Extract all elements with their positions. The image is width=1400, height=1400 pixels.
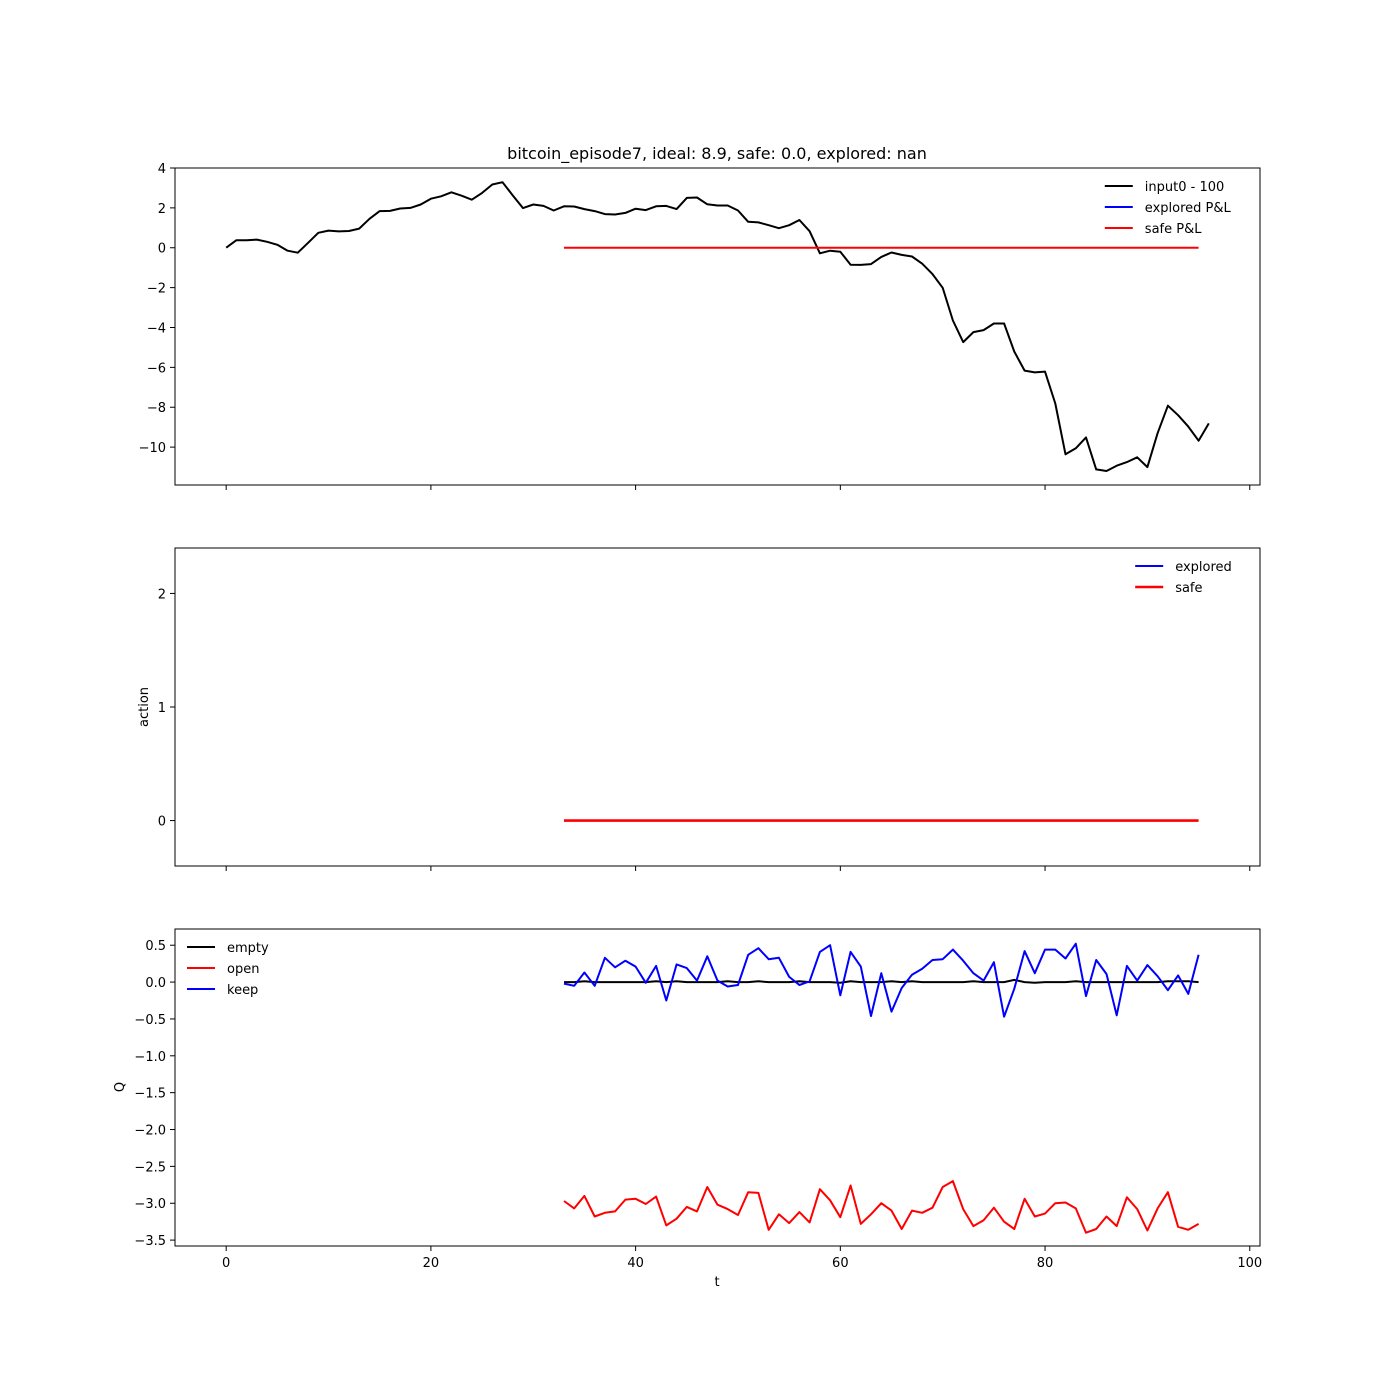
legend-label: explored P&L	[1145, 201, 1232, 216]
y-tick-label: 2	[158, 587, 166, 602]
y-tick-label: −2.0	[134, 1124, 166, 1139]
y-tick-label: 0	[158, 815, 166, 830]
y-tick-label: 0.5	[145, 939, 166, 954]
y-tick-label: −0.5	[134, 1013, 166, 1028]
y-tick-label: −3.0	[134, 1197, 166, 1212]
y-tick-label: −1.0	[134, 1050, 166, 1065]
y-tick-label: −6	[147, 361, 166, 376]
legend-label: input0 - 100	[1145, 180, 1224, 195]
series-line-input0-100	[225, 181, 1210, 472]
series-line-keep	[563, 942, 1200, 1018]
legend-label: safe P&L	[1145, 222, 1202, 237]
x-tick-label: 40	[627, 1256, 644, 1271]
top-panel-price: 4 2 0 −2 −4 −6 −8 −10 input0 - 100 explored P&L sa…	[139, 162, 1261, 490]
x-tick-label: 20	[423, 1256, 440, 1271]
y-tick-label: −2.5	[134, 1160, 166, 1175]
axes-frame	[174, 167, 1261, 486]
y-tick-label: 0	[158, 242, 166, 257]
y-tick-label: −8	[147, 401, 166, 416]
y-tick-label: −2	[147, 282, 166, 297]
y-tick-label: 0.0	[145, 976, 166, 991]
y-tick-label: 4	[158, 162, 166, 177]
y-tick-label: −1.5	[134, 1087, 166, 1102]
y-tick-label: −4	[147, 321, 166, 336]
x-tick-label: 80	[1037, 1256, 1054, 1271]
bottom-panel-q-values: 0.5 0.0 −0.5 −1.0 −1.5 −2.0 −2.5 −3.0 −3.5 0 20 40 6…	[134, 928, 1262, 1271]
y-tick-label: −10	[139, 441, 166, 456]
y-tick-label: −3.5	[134, 1234, 166, 1249]
legend-label: keep	[227, 983, 258, 998]
action-axis-label: action	[137, 687, 152, 727]
legend-label: open	[227, 962, 259, 977]
series-line-open	[563, 1180, 1200, 1234]
axes-frame	[174, 928, 1261, 1247]
series-line-empty	[564, 978, 1199, 984]
x-tick-label: 60	[832, 1256, 849, 1271]
legend-label: safe	[1175, 581, 1202, 596]
x-axis-label: t	[714, 1275, 719, 1290]
chart-title: bitcoin_episode7, ideal: 8.9, safe: 0.0,…	[507, 144, 927, 164]
legend-label: explored	[1175, 560, 1232, 575]
middle-panel-action: 2 1 0 explored safe	[158, 547, 1261, 871]
legend-label: empty	[227, 941, 269, 956]
x-tick-label: 100	[1237, 1256, 1262, 1271]
q-axis-label: Q	[113, 1082, 128, 1092]
x-tick-label: 0	[222, 1256, 230, 1271]
y-tick-label: 2	[158, 202, 166, 217]
y-tick-label: 1	[158, 701, 166, 716]
